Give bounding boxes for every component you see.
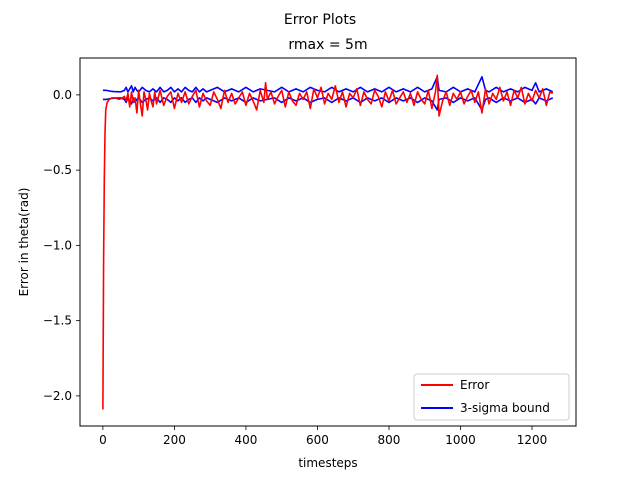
series-line-3-sigma-lower: [102, 97, 554, 111]
x-tick-label: 800: [378, 433, 401, 447]
legend-label-3-sigma-bound: 3-sigma bound: [460, 401, 550, 415]
x-tick-label: 1000: [445, 433, 476, 447]
chart-title: rmax = 5m: [288, 37, 367, 53]
y-axis-label: Error in theta(rad): [17, 188, 31, 297]
x-tick-label: 200: [163, 433, 186, 447]
axes-frame: [79, 57, 577, 427]
x-axis-ticks: 0 200 400 600 800 1000 1200: [99, 426, 547, 447]
x-tick-label: 600: [306, 433, 329, 447]
x-tick-label: 400: [234, 433, 257, 447]
y-tick-label: −2.0: [43, 389, 72, 403]
series-line-3-sigma-upper: [102, 76, 554, 93]
x-tick-label: 1200: [517, 433, 548, 447]
x-tick-label: 0: [99, 433, 107, 447]
legend-label-error: Error: [460, 378, 489, 392]
y-tick-label: 0.0: [53, 88, 72, 102]
x-axis-label: timesteps: [298, 456, 357, 470]
y-axis-ticks: 0.0 −0.5 −1.0 −1.5 −2.0: [43, 88, 80, 403]
y-tick-label: −1.0: [43, 238, 72, 252]
y-tick-label: −1.5: [43, 314, 72, 328]
series-line-error: [102, 74, 554, 410]
y-tick-label: −0.5: [43, 163, 72, 177]
figure-suptitle: Error Plots: [284, 12, 356, 28]
series-layer: [102, 74, 554, 410]
plot-area: 0 200 400 600 800 1000 1200 0.0 −0.5 −1.0 −1.5 −2.…: [43, 57, 577, 447]
legend: Error 3-sigma bound: [413, 373, 570, 421]
